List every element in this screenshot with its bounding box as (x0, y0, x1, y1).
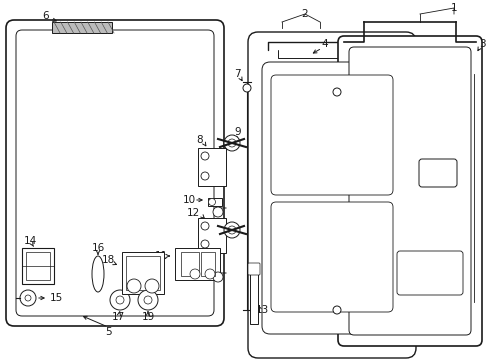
Circle shape (333, 88, 341, 96)
FancyBboxPatch shape (271, 202, 393, 312)
Circle shape (201, 152, 209, 160)
FancyBboxPatch shape (248, 32, 416, 358)
Text: 8: 8 (196, 135, 203, 145)
Text: 16: 16 (91, 243, 105, 253)
FancyBboxPatch shape (6, 20, 224, 326)
Ellipse shape (92, 256, 104, 292)
Text: 6: 6 (43, 11, 49, 21)
Circle shape (228, 139, 236, 147)
Circle shape (224, 222, 240, 238)
Text: 3: 3 (479, 39, 485, 49)
Text: 4: 4 (322, 39, 328, 49)
Circle shape (25, 295, 31, 301)
Bar (250, 264, 258, 324)
FancyBboxPatch shape (271, 75, 393, 195)
Text: 14: 14 (24, 236, 37, 246)
Text: 11: 11 (155, 251, 168, 261)
Bar (26, 252, 50, 280)
FancyBboxPatch shape (16, 30, 214, 316)
Bar (201, 252, 215, 276)
Text: 15: 15 (50, 293, 63, 303)
Circle shape (228, 226, 236, 234)
Bar (208, 198, 222, 206)
Circle shape (201, 222, 209, 230)
FancyBboxPatch shape (338, 36, 482, 346)
Circle shape (190, 269, 200, 279)
Bar (181, 252, 199, 276)
Circle shape (144, 296, 152, 304)
Bar (175, 248, 220, 280)
Text: 9: 9 (235, 127, 241, 137)
Text: 19: 19 (142, 312, 155, 322)
Circle shape (116, 296, 124, 304)
Circle shape (20, 290, 36, 306)
Text: 13: 13 (255, 305, 269, 315)
FancyBboxPatch shape (248, 263, 260, 275)
Circle shape (333, 306, 341, 314)
Text: 1: 1 (451, 3, 457, 13)
Bar (198, 148, 226, 186)
Circle shape (209, 198, 216, 206)
Bar (126, 256, 160, 290)
Text: 5: 5 (105, 327, 111, 337)
Text: 2: 2 (302, 9, 308, 19)
Text: 12: 12 (187, 208, 200, 218)
Bar (22, 248, 54, 284)
Circle shape (201, 240, 209, 248)
Text: 17: 17 (111, 312, 124, 322)
Circle shape (127, 279, 141, 293)
Circle shape (201, 172, 209, 180)
Bar (198, 218, 226, 253)
Circle shape (138, 290, 158, 310)
Text: 7: 7 (234, 69, 240, 79)
Text: 18: 18 (102, 255, 115, 265)
Bar (52, 22, 112, 33)
FancyBboxPatch shape (397, 251, 463, 295)
Circle shape (213, 207, 223, 217)
Circle shape (243, 84, 251, 92)
FancyBboxPatch shape (349, 47, 471, 335)
Circle shape (213, 272, 223, 282)
Circle shape (224, 135, 240, 151)
Text: 10: 10 (183, 195, 196, 205)
Bar (122, 252, 164, 294)
Circle shape (205, 269, 215, 279)
FancyBboxPatch shape (419, 159, 457, 187)
FancyBboxPatch shape (262, 62, 402, 334)
Circle shape (110, 290, 130, 310)
Circle shape (145, 279, 159, 293)
